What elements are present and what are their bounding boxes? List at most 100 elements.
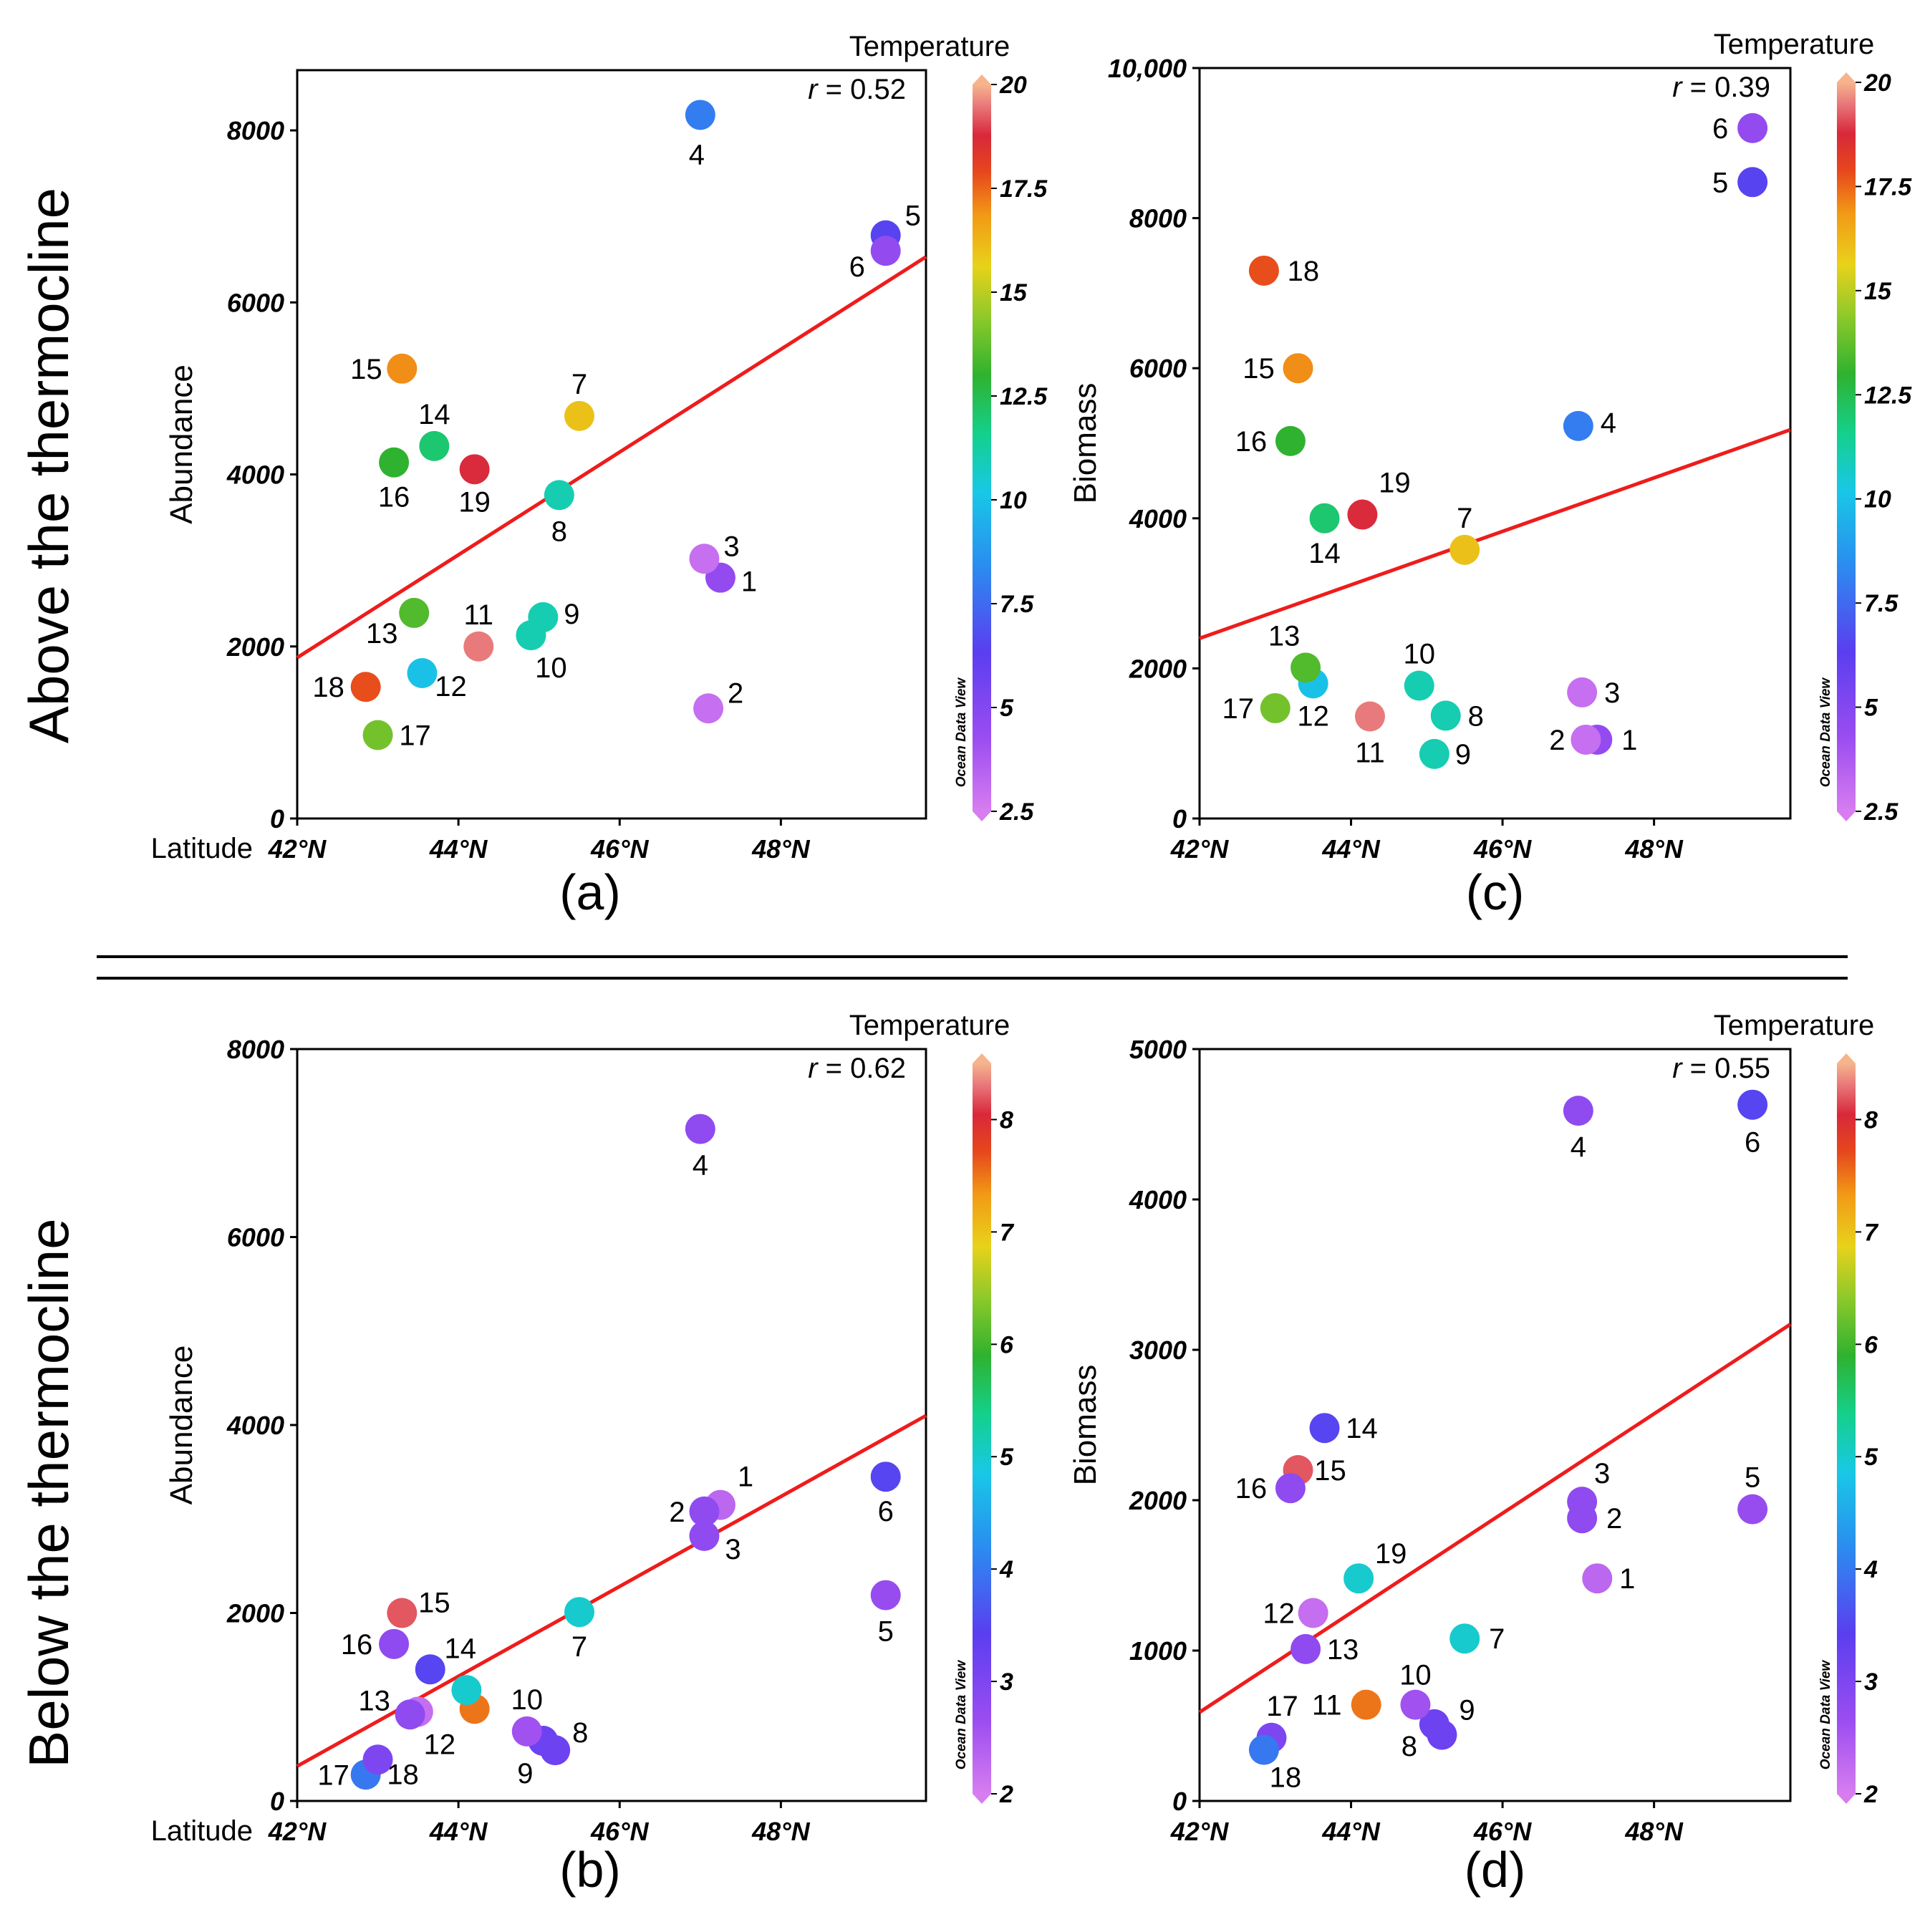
colorbar-credit: Ocean Data View — [1818, 1660, 1833, 1770]
colorbar-tick-label: 7.5 — [1864, 590, 1899, 617]
colorbar-min-arrow — [1837, 1794, 1856, 1804]
point-label-3: 3 — [723, 531, 739, 562]
point-label-19: 19 — [1379, 468, 1411, 499]
colorbar-tick-label: 7 — [1864, 1219, 1879, 1246]
x-tick-label: 48°N — [1624, 834, 1683, 864]
point-1 — [1582, 1563, 1613, 1594]
point-label-8: 8 — [572, 1717, 588, 1749]
point-label-10: 10 — [1399, 1660, 1432, 1691]
point-10 — [1400, 1689, 1431, 1720]
point-label-12: 12 — [1263, 1598, 1295, 1630]
point-6 — [870, 1462, 901, 1492]
point-label-17: 17 — [1222, 693, 1255, 725]
point-5 — [870, 1580, 901, 1610]
colorbar-max-arrow — [1837, 72, 1856, 82]
y-tick-label: 2000 — [226, 632, 284, 662]
colorbar-tick-label: 10 — [1000, 487, 1027, 514]
point-13 — [399, 597, 430, 628]
colorbar-tick-label: 5 — [1000, 1444, 1014, 1471]
colorbar: Temperature 2.5 5 7.5 10 12.5 15 17.5 20 Ocean Da… — [849, 31, 1048, 826]
colorbar-credit: Ocean Data View — [1818, 677, 1833, 788]
panel-label: (b) — [559, 1842, 621, 1898]
point-12 — [407, 658, 438, 689]
y-tick-label: 10,000 — [1108, 54, 1187, 83]
point-label-10: 10 — [535, 652, 567, 684]
point-4 — [1563, 410, 1593, 441]
point-label-12: 12 — [1297, 700, 1329, 732]
correlation-annotation: r = 0.55 — [1672, 1053, 1770, 1084]
colorbar-tick-label: 8 — [1864, 1106, 1878, 1134]
point-18 — [350, 672, 381, 702]
point-label-6: 6 — [1745, 1127, 1760, 1159]
point-label-1: 1 — [1621, 725, 1637, 756]
y-tick-label: 0 — [1172, 804, 1187, 834]
point-label-2: 2 — [1606, 1503, 1622, 1535]
point-4 — [685, 1114, 715, 1144]
point-label-9: 9 — [1455, 739, 1471, 771]
colorbar-tick-label: 5 — [1864, 1444, 1878, 1471]
point-7 — [1449, 1623, 1480, 1654]
point-label-2: 2 — [669, 1497, 685, 1528]
point-11 — [1354, 701, 1385, 732]
colorbar-tick-label: 2 — [1863, 1781, 1878, 1808]
plot-frame — [1198, 1048, 1792, 1802]
point-label-4: 4 — [693, 1150, 708, 1182]
point-13 — [395, 1699, 425, 1730]
colorbar-tick-label: 15 — [1000, 279, 1028, 306]
colorbar-min-arrow — [973, 811, 991, 821]
section-title-above: Above the thermocline — [17, 188, 80, 743]
point-label-17: 17 — [317, 1759, 349, 1791]
plot-frame — [1198, 67, 1792, 820]
colorbar-tick-label: 4 — [1863, 1556, 1878, 1583]
x-tick-label: 44°N — [429, 1817, 488, 1846]
point-13 — [1291, 652, 1321, 683]
point-label-5: 5 — [905, 201, 921, 232]
x-tick-label: 42°N — [268, 1817, 327, 1846]
point-label-3: 3 — [725, 1534, 740, 1565]
point-label-7: 7 — [571, 369, 587, 400]
point-2 — [693, 693, 724, 724]
y-tick-label: 0 — [270, 1787, 284, 1816]
y-tick-label: 4000 — [1129, 504, 1187, 533]
point-label-19: 19 — [1375, 1538, 1407, 1570]
y-tick-label: 8000 — [227, 1035, 284, 1064]
colorbar-tick-label: 10 — [1864, 486, 1891, 513]
y-tick-label: 0 — [270, 804, 284, 834]
point-label-10: 10 — [1403, 639, 1435, 670]
colorbar-min-arrow — [973, 1794, 991, 1804]
colorbar-tick-label: 5 — [1000, 695, 1014, 722]
point-label-4: 4 — [689, 139, 705, 170]
colorbar-tick-label: 20 — [1863, 69, 1891, 97]
colorbar-max-arrow — [1837, 1053, 1856, 1063]
regression-line — [296, 1414, 927, 1768]
y-tick-label: 8000 — [227, 116, 284, 145]
point-label-17: 17 — [399, 720, 431, 751]
point-7 — [564, 1597, 594, 1628]
colorbar-tick-label: 5 — [1864, 695, 1878, 722]
colorbar-tick-label: 7.5 — [1000, 591, 1034, 618]
y-tick-label: 5000 — [1129, 1035, 1187, 1064]
y-tick-label: 2000 — [1129, 654, 1187, 683]
point-label-15: 15 — [350, 354, 382, 385]
point-15 — [387, 353, 418, 384]
point-3 — [689, 544, 720, 574]
y-tick-label: 3000 — [1129, 1336, 1187, 1365]
point-18 — [362, 1744, 393, 1775]
point-4 — [685, 100, 715, 130]
point-16 — [1275, 1473, 1306, 1504]
x-tick-label: 46°N — [590, 1817, 649, 1846]
x-tick-label: 44°N — [429, 834, 488, 864]
point-6 — [870, 236, 901, 266]
point-7 — [564, 400, 594, 431]
point-label-2: 2 — [1549, 725, 1565, 756]
point-19 — [1343, 1563, 1374, 1594]
colorbar-tick-label: 12.5 — [1864, 382, 1912, 409]
point-label-8: 8 — [551, 516, 567, 547]
x-tick-label: 46°N — [1473, 834, 1532, 864]
point-7 — [1449, 534, 1480, 565]
point-6 — [1737, 1089, 1768, 1120]
point-label-7: 7 — [1457, 503, 1472, 534]
section-title-below: Below the thermocline — [17, 1218, 80, 1767]
point-16 — [1275, 425, 1306, 456]
point-label-15: 15 — [418, 1588, 450, 1619]
